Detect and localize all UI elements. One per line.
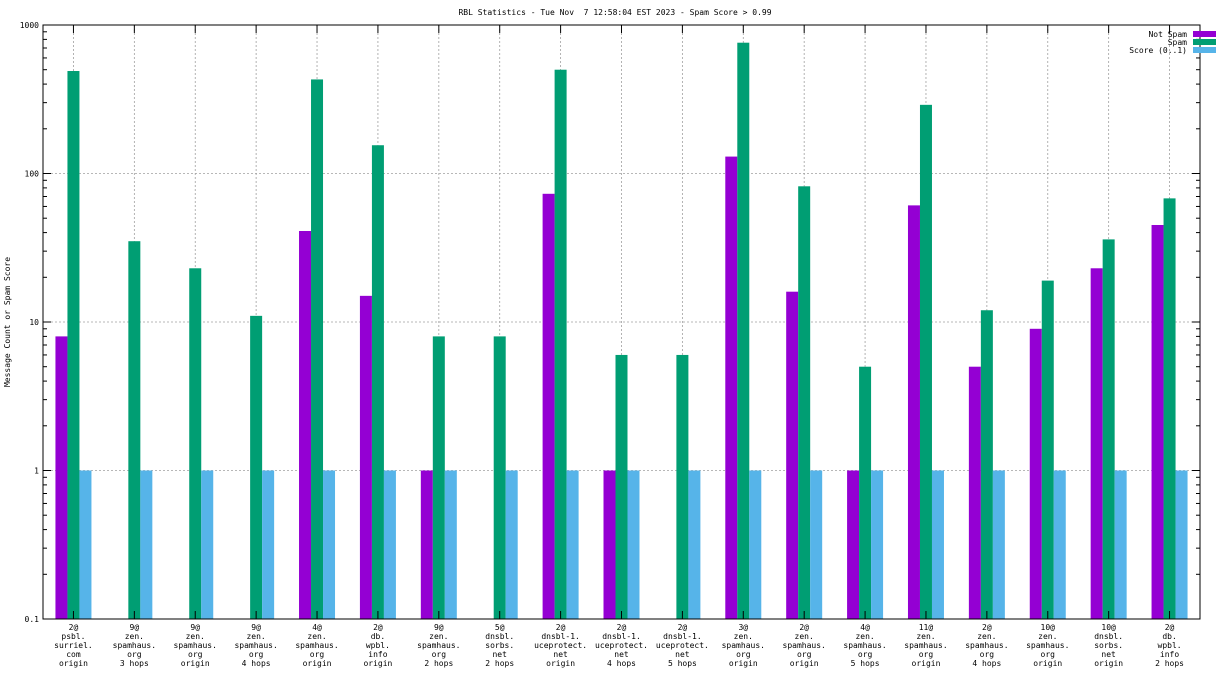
bar-score-0-1 [627, 470, 640, 619]
y-tick-label: 1000 [20, 21, 39, 30]
legend-label: Spam [1168, 38, 1187, 47]
y-tick-label: 100 [25, 170, 40, 179]
x-tick-label: 5@ dnsbl. sorbs. net 2 hops [485, 623, 514, 668]
bars [55, 42, 1188, 620]
bar-spam [67, 71, 80, 620]
x-tick-label: 9@ zen. spamhaus. org 2 hops [417, 623, 460, 668]
bar-spam [250, 315, 263, 619]
x-tick-label: 2@ db. wpbl. info 2 hops [1155, 623, 1184, 668]
bar-score-0-1 [992, 470, 1005, 619]
bar-score-0-1 [1053, 470, 1066, 619]
bar-score-0-1 [262, 470, 275, 619]
bar-score-0-1 [505, 470, 518, 619]
bar-not-spam [603, 470, 616, 619]
x-tick-label: 2@ psbl. surriel. com origin [54, 623, 93, 668]
bar-spam [1102, 239, 1115, 619]
x-tick-label: 9@ zen. spamhaus. org origin [174, 623, 217, 668]
bar-spam [432, 336, 445, 619]
x-tick-label: 2@ zen. spamhaus. org 4 hops [965, 623, 1008, 668]
bar-spam [128, 241, 141, 619]
bar-not-spam [907, 205, 920, 619]
bar-score-0-1 [688, 470, 701, 619]
bar-score-0-1 [201, 470, 214, 619]
bar-score-0-1 [383, 470, 396, 619]
x-tick-label: 2@ zen. spamhaus. org origin [783, 623, 826, 668]
bar-spam [798, 186, 811, 619]
x-tick-label: 2@ dnsbl-1. uceprotect. net 4 hops [595, 623, 648, 668]
bar-not-spam [847, 470, 860, 619]
y-tick-label: 0.1 [25, 615, 40, 624]
x-tick-label: 3@ zen. spamhaus. org origin [722, 623, 765, 668]
x-tick-label: 2@ db. wpbl. info origin [363, 623, 392, 668]
x-tick-label: 9@ zen. spamhaus. org 4 hops [234, 623, 277, 668]
bar-score-0-1 [140, 470, 153, 619]
x-tick-label: 4@ zen. spamhaus. org 5 hops [843, 623, 886, 668]
legend-swatch [1193, 39, 1216, 45]
y-tick-label: 1 [34, 467, 39, 476]
x-tick-label: 9@ zen. spamhaus. org 3 hops [113, 623, 156, 668]
bar-spam [311, 79, 324, 619]
y-axis-label: Message Count or Spam Score [3, 257, 12, 387]
bar-spam [980, 310, 993, 619]
legend-swatch [1193, 47, 1216, 53]
bar-not-spam [299, 231, 312, 620]
bar-not-spam [542, 193, 555, 619]
legend-label: Score (0..1) [1129, 46, 1187, 55]
bar-spam [189, 268, 202, 619]
legend-label: Not Spam [1148, 30, 1187, 39]
x-tick-label: 2@ dnsbl-1. uceprotect. net 5 hops [656, 623, 709, 668]
bar-not-spam [968, 366, 981, 619]
axis-ticks: 0.1 1 10 100 1000 2@ psbl. surriel. com origin 9@ z… [20, 21, 1200, 668]
x-tick-label: 11@ zen. spamhaus. org origin [904, 623, 947, 668]
bar-spam [676, 354, 689, 619]
bar-spam [1041, 280, 1054, 619]
bar-not-spam [1029, 328, 1042, 619]
y-tick-label: 10 [29, 318, 39, 327]
bar-spam [554, 69, 567, 620]
bar-not-spam [786, 291, 799, 619]
bar-score-0-1 [1114, 470, 1127, 619]
chart-title: RBL Statistics - Tue Nov 7 12:58:04 EST … [458, 8, 771, 17]
bar-spam [737, 42, 750, 620]
bar-spam [493, 336, 506, 619]
bar-not-spam [1151, 224, 1164, 620]
bar-score-0-1 [749, 470, 762, 619]
bar-score-0-1 [1175, 470, 1188, 619]
bar-spam [919, 104, 932, 619]
bar-not-spam [725, 156, 738, 619]
bar-spam [615, 354, 628, 619]
bar-score-0-1 [444, 470, 457, 619]
x-tick-label: 10@ dnsbl. sorbs. net origin [1094, 623, 1123, 668]
legend-swatch [1193, 31, 1216, 37]
bar-score-0-1 [79, 470, 92, 619]
x-tick-label: 2@ dnsbl-1. uceprotect. net origin [534, 623, 587, 668]
bar-not-spam [359, 295, 372, 619]
bar-score-0-1 [323, 470, 336, 619]
bar-spam [371, 145, 384, 619]
bar-not-spam [420, 470, 433, 619]
bar-not-spam [1090, 268, 1103, 619]
bar-score-0-1 [871, 470, 884, 619]
bar-score-0-1 [810, 470, 823, 619]
x-tick-label: 10@ zen. spamhaus. org origin [1026, 623, 1069, 668]
bar-spam [1163, 198, 1176, 619]
bar-score-0-1 [931, 470, 944, 619]
bar-spam [859, 366, 872, 619]
bar-not-spam [55, 336, 68, 619]
bar-score-0-1 [566, 470, 579, 619]
x-tick-label: 4@ zen. spamhaus. org origin [295, 623, 338, 668]
